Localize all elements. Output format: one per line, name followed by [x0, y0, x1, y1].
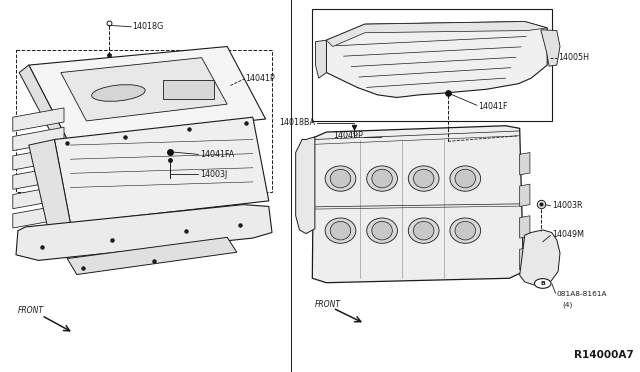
Text: 14018BA: 14018BA: [279, 118, 315, 126]
Text: 14003J: 14003J: [200, 170, 227, 179]
Circle shape: [534, 279, 551, 288]
Text: 081A8-8161A: 081A8-8161A: [557, 291, 607, 297]
Polygon shape: [296, 137, 315, 234]
Polygon shape: [520, 153, 530, 175]
Polygon shape: [13, 108, 64, 131]
Ellipse shape: [455, 221, 476, 240]
Polygon shape: [541, 30, 560, 66]
Polygon shape: [326, 22, 547, 46]
Polygon shape: [19, 65, 67, 145]
Polygon shape: [61, 58, 227, 121]
Ellipse shape: [413, 221, 434, 240]
Ellipse shape: [455, 169, 476, 188]
Polygon shape: [29, 46, 266, 140]
Text: 14041P: 14041P: [245, 74, 275, 83]
Ellipse shape: [367, 218, 397, 243]
Ellipse shape: [325, 166, 356, 191]
Text: R14000A7: R14000A7: [574, 350, 634, 360]
Polygon shape: [13, 166, 64, 189]
Ellipse shape: [92, 85, 145, 101]
Ellipse shape: [450, 166, 481, 191]
Ellipse shape: [325, 218, 356, 243]
Text: 14005H: 14005H: [558, 53, 589, 62]
Ellipse shape: [408, 218, 439, 243]
Polygon shape: [54, 117, 269, 223]
Polygon shape: [13, 185, 64, 209]
Text: B: B: [540, 281, 545, 286]
Ellipse shape: [408, 166, 439, 191]
Polygon shape: [29, 140, 70, 229]
Polygon shape: [316, 40, 326, 78]
Text: 14041FA: 14041FA: [200, 150, 234, 159]
Ellipse shape: [372, 221, 392, 240]
Text: 14018G: 14018G: [132, 22, 164, 31]
Text: 14003R: 14003R: [552, 201, 582, 210]
Ellipse shape: [330, 169, 351, 188]
Text: 14049M: 14049M: [552, 230, 584, 239]
Polygon shape: [520, 216, 530, 238]
Ellipse shape: [367, 166, 397, 191]
Polygon shape: [312, 126, 524, 283]
Polygon shape: [13, 147, 64, 170]
Polygon shape: [16, 205, 272, 260]
Ellipse shape: [413, 169, 434, 188]
Polygon shape: [13, 205, 64, 228]
Polygon shape: [67, 237, 237, 275]
Text: 14041F: 14041F: [478, 102, 508, 110]
Polygon shape: [520, 184, 530, 206]
Polygon shape: [326, 22, 547, 97]
Text: (4): (4): [562, 301, 572, 308]
Polygon shape: [520, 247, 530, 270]
Text: 14049P: 14049P: [333, 131, 364, 140]
Ellipse shape: [372, 169, 392, 188]
Text: FRONT: FRONT: [18, 306, 44, 315]
Ellipse shape: [450, 218, 481, 243]
Polygon shape: [520, 230, 560, 286]
Text: FRONT: FRONT: [315, 300, 341, 309]
Bar: [163, 80, 214, 99]
Ellipse shape: [330, 221, 351, 240]
Polygon shape: [13, 127, 64, 151]
